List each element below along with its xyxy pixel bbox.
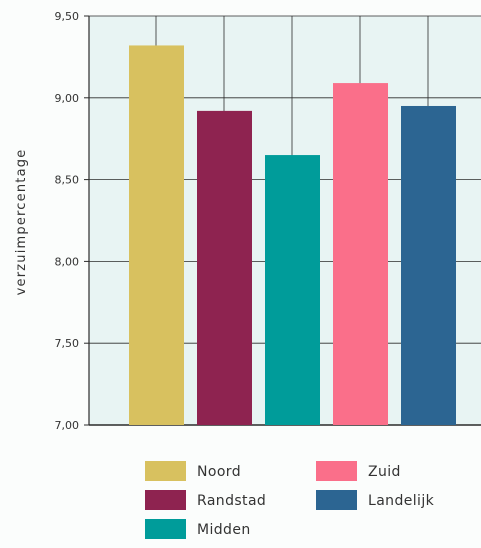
legend-item-zuid: Zuid	[316, 461, 401, 481]
y-tick-label: 8,50	[55, 174, 80, 187]
y-tick-label: 7,50	[55, 337, 80, 350]
bar-zuid	[333, 83, 388, 426]
bar-midden	[265, 155, 320, 425]
legend-label: Landelijk	[368, 493, 435, 509]
legend-label: Randstad	[197, 493, 266, 509]
legend-label: Zuid	[368, 464, 401, 480]
legend-swatch	[145, 519, 186, 539]
legend-swatch	[316, 461, 357, 481]
legend-swatch	[145, 490, 186, 510]
legend-item-midden: Midden	[145, 519, 251, 539]
legend-item-landelijk: Landelijk	[316, 490, 435, 510]
bar-landelijk	[401, 105, 456, 425]
legend-item-noord: Noord	[145, 461, 241, 481]
legend-swatch	[316, 490, 357, 510]
y-tick-label: 9,50	[55, 10, 80, 23]
bar-noord	[129, 45, 184, 425]
legend-label: Noord	[197, 464, 241, 480]
y-tick-label: 8,00	[55, 255, 80, 268]
legend-swatch	[145, 461, 186, 481]
bar-randstad	[197, 110, 252, 425]
y-axis-title: verzuimpercentage	[14, 149, 29, 296]
legend-item-randstad: Randstad	[145, 490, 266, 510]
y-tick-label: 7,00	[55, 419, 80, 432]
y-tick-label: 9,00	[55, 92, 80, 105]
legend-label: Midden	[197, 522, 251, 538]
